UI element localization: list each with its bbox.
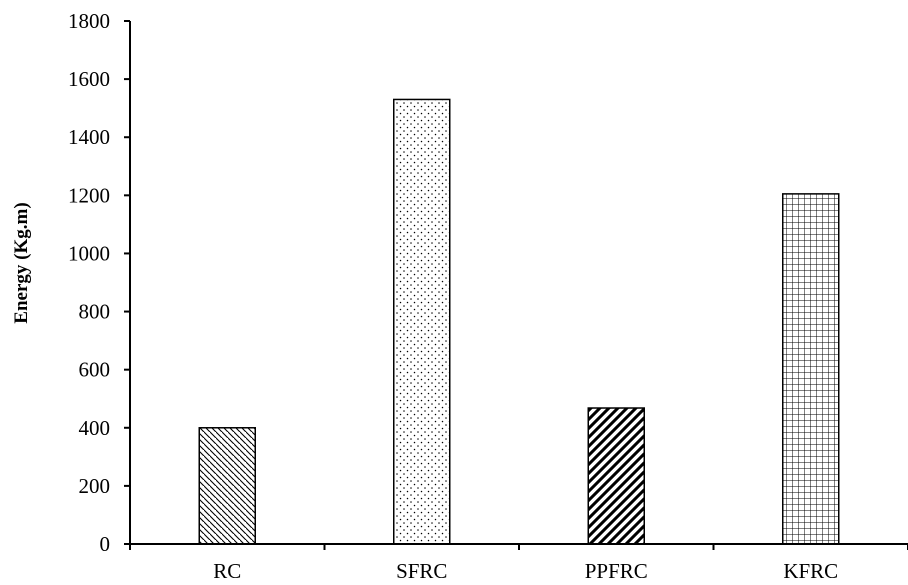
bars-group	[198, 98, 840, 545]
x-tick-label: PPFRC	[585, 559, 648, 583]
y-axis-label: Energy (Kg.m)	[11, 202, 32, 323]
y-tick-label: 0	[100, 532, 111, 556]
x-tick-label: KFRC	[783, 559, 838, 583]
bar-rc	[198, 427, 256, 545]
y-tick-label: 1200	[68, 183, 110, 207]
y-tick-label: 800	[79, 300, 111, 324]
y-tick-label: 1600	[68, 67, 110, 91]
bar-sfrc	[393, 98, 451, 545]
y-tick-label: 400	[79, 416, 111, 440]
y-tick-label: 1800	[68, 9, 110, 33]
bar-kfrc	[782, 193, 840, 545]
x-tick-label: SFRC	[396, 559, 447, 583]
bar-ppfrc	[587, 407, 645, 545]
x-tick-label: RC	[213, 559, 241, 583]
y-axis-ticks: 0 200 400 600 800 1000 1200 1400 1600 1800	[68, 9, 130, 556]
y-tick-label: 1000	[68, 241, 110, 265]
y-tick-label: 200	[79, 474, 111, 498]
y-tick-label: 1400	[68, 125, 110, 149]
y-tick-label: 600	[79, 358, 111, 382]
x-axis-ticks: RC SFRC PPFRC KFRC	[129, 544, 908, 583]
